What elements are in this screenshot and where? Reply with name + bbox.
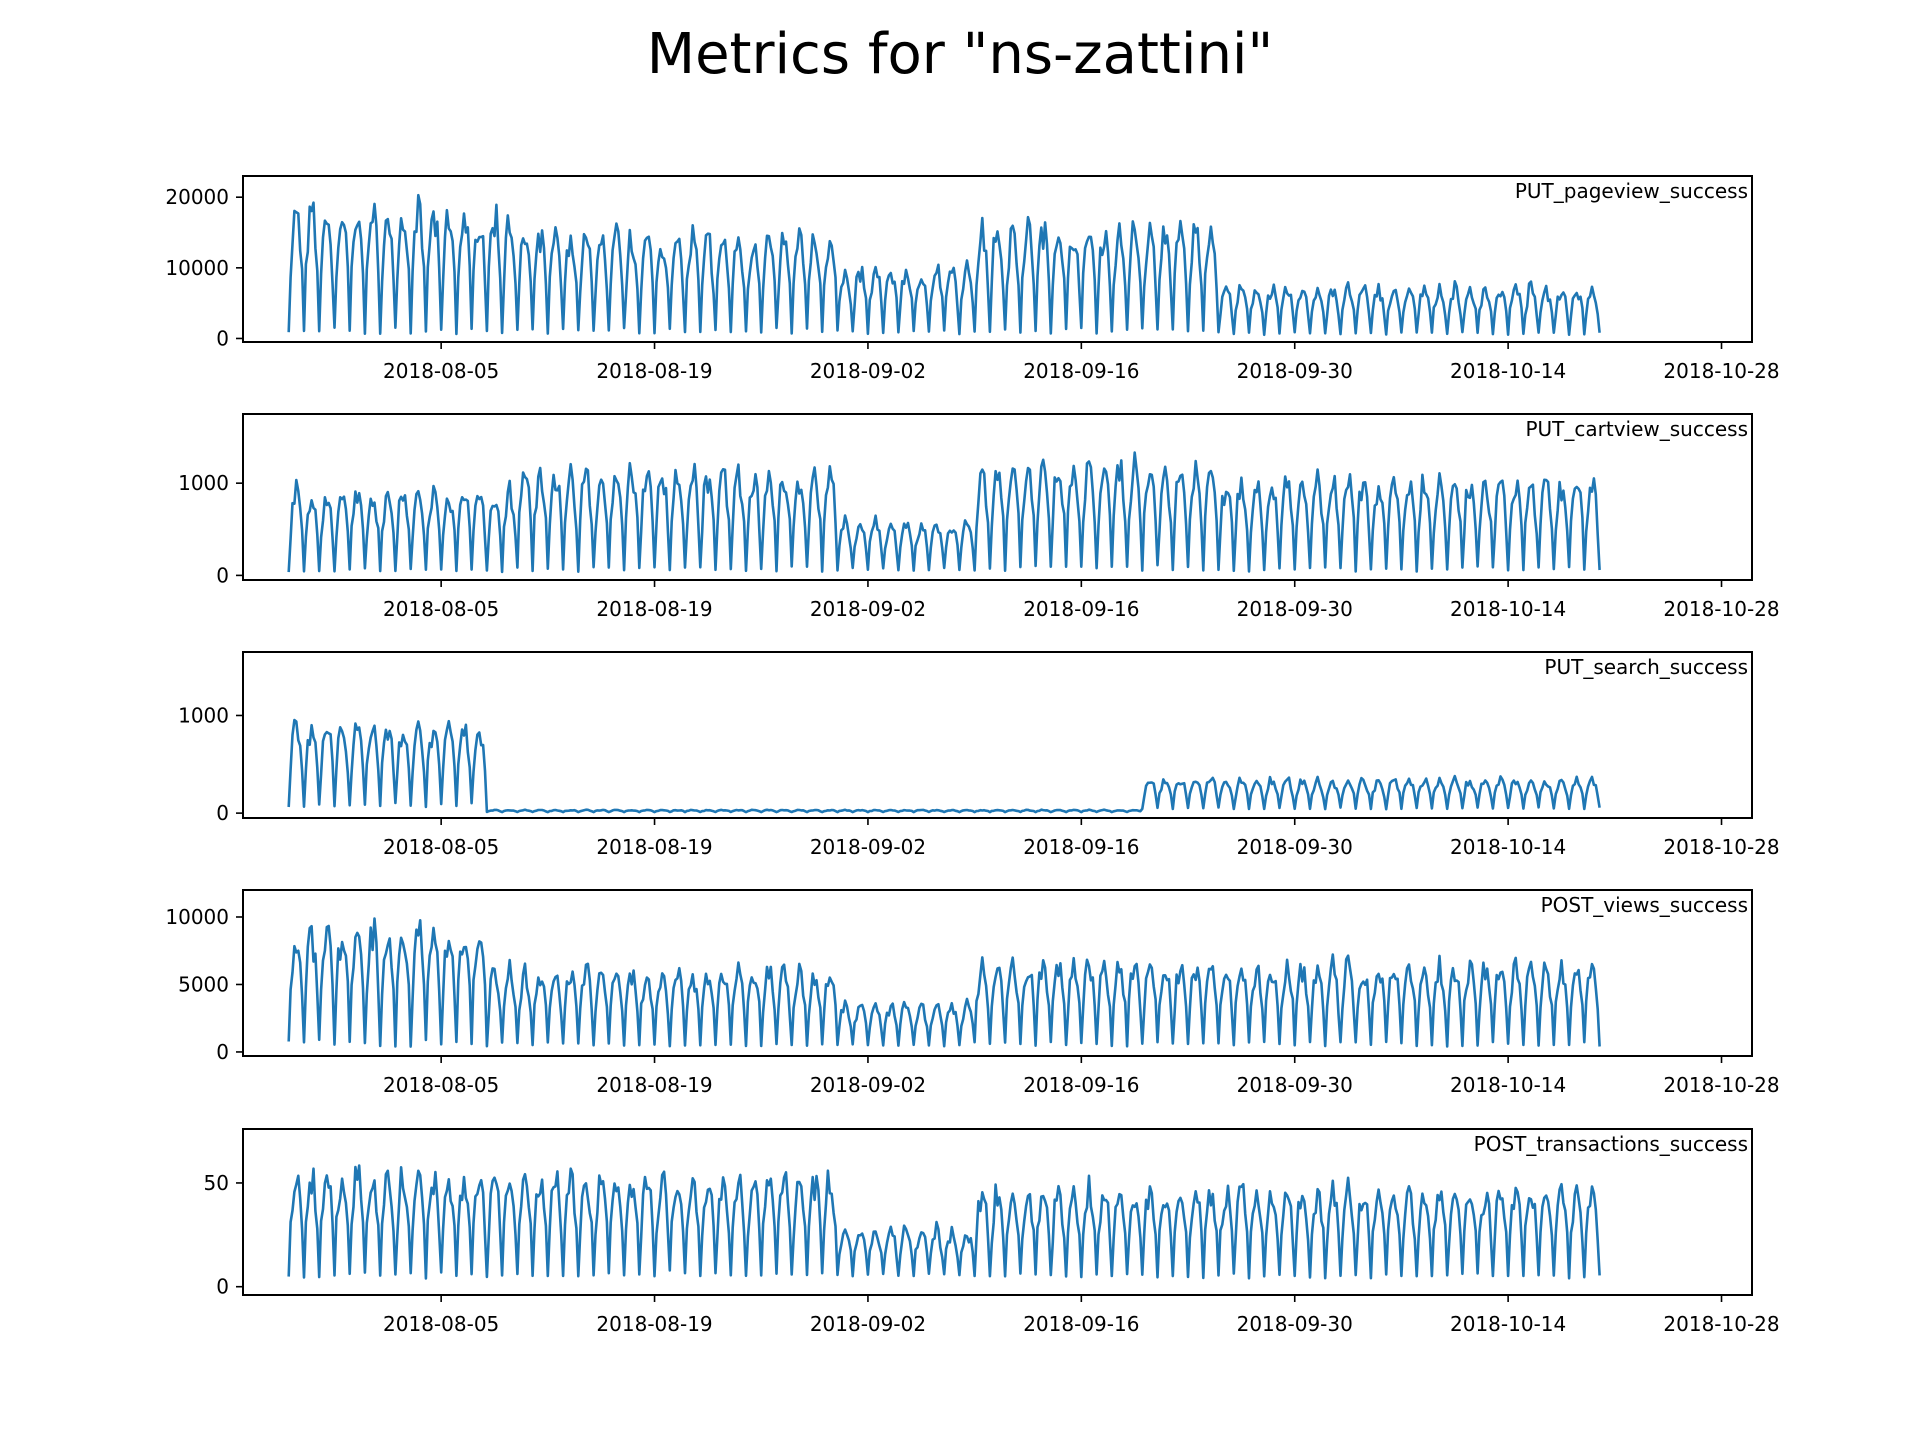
y-tick-label: 20000 — [165, 185, 229, 209]
series-line-PUT_pageview_success — [287, 193, 1601, 337]
axes-frame — [242, 889, 1753, 1057]
y-tick-label: 10000 — [165, 256, 229, 280]
x-tick-label: 2018-09-30 — [1237, 1073, 1353, 1097]
axes-frame — [242, 1128, 1753, 1296]
subplot-1: 0 10000 20000 2018-08-05 2018-08-19 2018-09-0… — [165, 175, 1780, 383]
x-tick-label: 2018-10-28 — [1663, 835, 1779, 859]
legend-label: POST_transactions_success — [1474, 1132, 1748, 1156]
x-tick-label: 2018-08-19 — [596, 359, 712, 383]
subplot-2: 0 1000 2018-08-05 2018-08-19 2018-09-02 2018-… — [178, 413, 1780, 621]
axes-frame — [242, 175, 1753, 343]
y-tick-label: 0 — [216, 563, 229, 587]
x-tick-label: 2018-10-28 — [1663, 1073, 1779, 1097]
y-tick-label: 1000 — [178, 471, 229, 495]
x-tick-label: 2018-10-14 — [1450, 835, 1566, 859]
x-tick-label: 2018-09-16 — [1023, 1312, 1139, 1336]
x-tick-label: 2018-10-14 — [1450, 597, 1566, 621]
y-tick-label: 50 — [204, 1171, 229, 1195]
subplot-4: 0 5000 10000 2018-08-05 2018-08-19 2018-09-02… — [165, 889, 1780, 1097]
legend-label: PUT_cartview_success — [1525, 417, 1748, 441]
y-tick-label: 0 — [216, 801, 229, 825]
x-tick-label: 2018-09-16 — [1023, 597, 1139, 621]
legend-label: PUT_search_success — [1544, 655, 1748, 679]
y-tick-label: 0 — [216, 326, 229, 350]
x-tick-label: 2018-10-14 — [1450, 1073, 1566, 1097]
axes-frame — [242, 651, 1753, 819]
x-tick-label: 2018-09-16 — [1023, 835, 1139, 859]
legend-label: PUT_pageview_success — [1515, 179, 1748, 203]
x-tick-label: 2018-09-30 — [1237, 1312, 1353, 1336]
x-tick-label: 2018-08-19 — [596, 1073, 712, 1097]
subplot-5: 0 50 2018-08-05 2018-08-19 2018-09-02 2018-09… — [204, 1128, 1780, 1336]
x-tick-label: 2018-09-02 — [810, 835, 926, 859]
x-tick-label: 2018-08-19 — [596, 597, 712, 621]
x-tick-label: 2018-10-28 — [1663, 1312, 1779, 1336]
x-tick-label: 2018-08-05 — [383, 597, 499, 621]
x-tick-label: 2018-09-02 — [810, 359, 926, 383]
x-tick-label: 2018-10-14 — [1450, 1312, 1566, 1336]
x-tick-label: 2018-08-05 — [383, 1073, 499, 1097]
legend-label: POST_views_success — [1541, 893, 1748, 917]
x-tick-label: 2018-09-02 — [810, 597, 926, 621]
x-tick-label: 2018-09-02 — [810, 1073, 926, 1097]
x-tick-label: 2018-10-14 — [1450, 359, 1566, 383]
axes-frame — [242, 413, 1753, 581]
subplot-3: 0 1000 2018-08-05 2018-08-19 2018-09-02 2018-… — [178, 651, 1780, 859]
x-tick-label: 2018-08-19 — [596, 835, 712, 859]
x-tick-label: 2018-09-30 — [1237, 835, 1353, 859]
x-tick-label: 2018-08-05 — [383, 835, 499, 859]
x-tick-label: 2018-09-30 — [1237, 597, 1353, 621]
y-tick-label: 0 — [216, 1275, 229, 1299]
y-tick-label: 5000 — [178, 972, 229, 996]
x-tick-label: 2018-08-05 — [383, 359, 499, 383]
figure-title: Metrics for "ns-zattini" — [646, 22, 1274, 87]
x-tick-label: 2018-08-05 — [383, 1312, 499, 1336]
y-tick-label: 10000 — [165, 905, 229, 929]
series-line-PUT_search_success — [287, 718, 1601, 814]
x-tick-label: 2018-08-19 — [596, 1312, 712, 1336]
y-tick-label: 0 — [216, 1040, 229, 1064]
y-tick-label: 1000 — [178, 703, 229, 727]
x-tick-label: 2018-10-28 — [1663, 359, 1779, 383]
x-tick-label: 2018-09-02 — [810, 1312, 926, 1336]
x-tick-label: 2018-09-30 — [1237, 359, 1353, 383]
series-line-POST_views_success — [287, 917, 1601, 1048]
series-line-POST_transactions_success — [287, 1164, 1601, 1280]
x-tick-label: 2018-09-16 — [1023, 359, 1139, 383]
x-tick-label: 2018-09-16 — [1023, 1073, 1139, 1097]
x-tick-label: 2018-10-28 — [1663, 597, 1779, 621]
series-line-PUT_cartview_success — [287, 451, 1601, 574]
